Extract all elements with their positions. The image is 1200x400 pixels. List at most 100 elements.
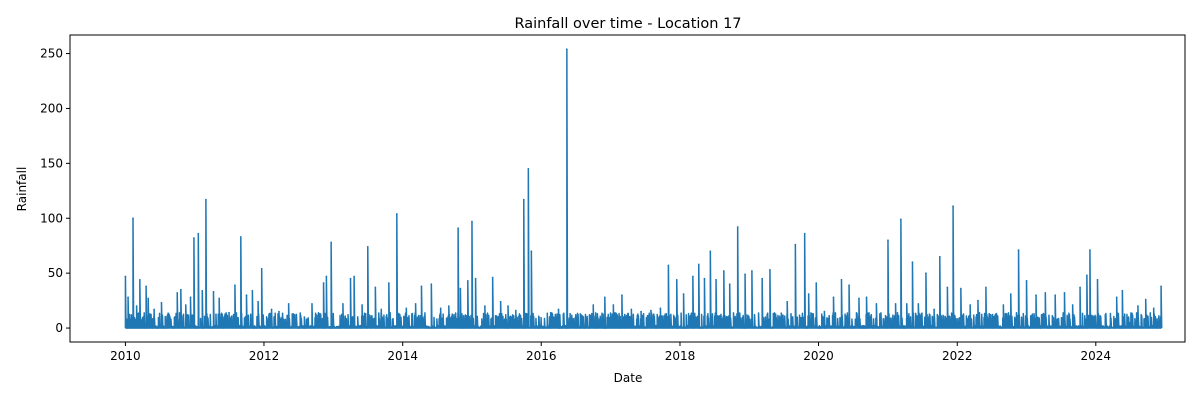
- rainfall-data-point: [342, 303, 344, 305]
- rainfall-data-point: [245, 294, 248, 296]
- rainfall-data-point: [491, 276, 494, 279]
- rainfall-data-point: [135, 305, 138, 307]
- rainfall-data-point: [911, 261, 914, 263]
- rainfall-data-point: [260, 267, 263, 270]
- rainfall-data-point: [125, 318, 128, 321]
- rainfall-data-point: [128, 325, 131, 327]
- rainfall-data-point: [168, 314, 171, 316]
- rainfall-data-point: [1115, 296, 1118, 299]
- rainfall-data-point: [985, 286, 987, 289]
- y-axis-title: Rainfall: [15, 167, 29, 212]
- rainfall-data-point: [133, 321, 136, 324]
- rainfall-data-point: [330, 241, 332, 244]
- rainfall-data-point: [777, 318, 779, 321]
- rainfall-data-point: [251, 289, 254, 292]
- rainfall-data-point: [751, 270, 753, 272]
- rainfall-data-point: [549, 311, 552, 314]
- rainfall-data-point: [374, 286, 377, 289]
- rainfall-data-point: [761, 277, 763, 280]
- rainfall-data-point: [349, 277, 352, 280]
- rainfall-data-point: [667, 264, 670, 267]
- chart-title: Rainfall over time - Location 17: [514, 16, 741, 32]
- rainfall-data-point: [682, 293, 685, 295]
- rainfall-data-point: [604, 296, 606, 299]
- rainfall-data-point: [527, 168, 530, 170]
- rainfall-data-point: [1086, 274, 1088, 277]
- rainfall-data-point: [228, 311, 230, 314]
- x-tick-label: 2014: [387, 349, 418, 363]
- rainfall-data-point: [322, 282, 325, 284]
- rainfall-data-point: [938, 255, 941, 258]
- rainfall-data-point: [124, 275, 127, 278]
- rainfall-data-point: [197, 232, 200, 235]
- rainfall-data-point: [270, 308, 273, 311]
- rainfall-data-point: [1017, 249, 1020, 251]
- rainfall-data-point: [396, 213, 398, 215]
- rainfall-data-point: [621, 294, 623, 296]
- y-tick-label: 200: [40, 101, 63, 115]
- rainfall-data-point: [466, 280, 469, 282]
- plot-area: [69, 34, 1186, 343]
- rainfall-data-point: [147, 297, 149, 300]
- rainfall-data-point: [234, 284, 236, 287]
- rainfall-data-point: [1044, 292, 1047, 294]
- rainfall-data-point: [803, 232, 806, 235]
- rainfall-data-point: [823, 310, 826, 313]
- y-tick-label: 150: [40, 156, 63, 170]
- rainfall-data-point: [630, 308, 633, 311]
- rainfall-data-point: [566, 48, 568, 50]
- rainfall-data-point: [1071, 304, 1074, 306]
- rainfall-data-point: [212, 291, 215, 293]
- rainfall-data-point: [715, 278, 717, 281]
- rainfall-data-point: [218, 297, 220, 300]
- rainfall-data-point: [887, 239, 889, 242]
- rainfall-data-point: [366, 246, 369, 248]
- rainfall-data-point: [153, 308, 155, 311]
- rainfall-data-point: [325, 275, 328, 278]
- rainfall-data-point: [952, 205, 954, 207]
- x-tick-label: 2010: [110, 349, 141, 363]
- rainfall-data-point: [744, 273, 746, 276]
- rainfall-data-point: [650, 309, 652, 312]
- rainfall-data-point: [1129, 321, 1132, 324]
- rainfall-data-point: [960, 287, 962, 290]
- rainfall-data-point: [448, 305, 450, 307]
- y-axis: 0 50 100 150 200 250: [40, 47, 70, 335]
- rainfall-data-point: [728, 283, 731, 285]
- rainfall-data-point: [474, 277, 477, 280]
- rainfall-data-point: [1152, 307, 1155, 310]
- plot-frame: [69, 34, 1186, 343]
- x-tick-label: 2022: [942, 349, 973, 363]
- x-axis: 2010 2012 2014 2016 2018 2020 2022 2024: [110, 342, 1111, 363]
- rainfall-data-point: [499, 300, 502, 303]
- rainfall-data-point: [515, 309, 517, 312]
- rainfall-data-point: [201, 289, 204, 292]
- series-layer: [124, 48, 1163, 329]
- rainfall-data-point: [257, 300, 259, 303]
- rainfall-data-point: [142, 316, 145, 318]
- rainfall-data-point: [815, 282, 818, 284]
- rainfall-data-point: [723, 270, 725, 272]
- rainfall-data-point: [709, 250, 712, 252]
- rainfall-data-point: [361, 304, 363, 306]
- rainfall-data-point: [1079, 286, 1081, 289]
- rainfall-data-point: [1144, 298, 1147, 301]
- rainfall-data-point: [353, 275, 355, 278]
- rainfall-data-point: [132, 217, 134, 220]
- rainfall-data-point: [1025, 280, 1028, 282]
- rainfall-data-point: [240, 236, 242, 238]
- rainfall-data-point: [295, 314, 298, 316]
- rainfall-data-point: [278, 310, 280, 313]
- rainfall-data-point: [1104, 314, 1107, 316]
- x-tick-label: 2018: [665, 349, 696, 363]
- rainfall-data-point: [592, 304, 595, 306]
- rainfall-data-point: [145, 285, 147, 288]
- rainfall-data-point: [459, 287, 462, 290]
- rainfall-data-point: [925, 272, 927, 274]
- rainfall-data-point: [127, 296, 129, 299]
- rainfall-data-point: [786, 300, 789, 303]
- rainfall-data-point: [703, 277, 706, 280]
- rainfall-data-point: [692, 275, 694, 278]
- rainfall-data-point: [303, 316, 306, 318]
- rainfall-data-point: [484, 305, 486, 307]
